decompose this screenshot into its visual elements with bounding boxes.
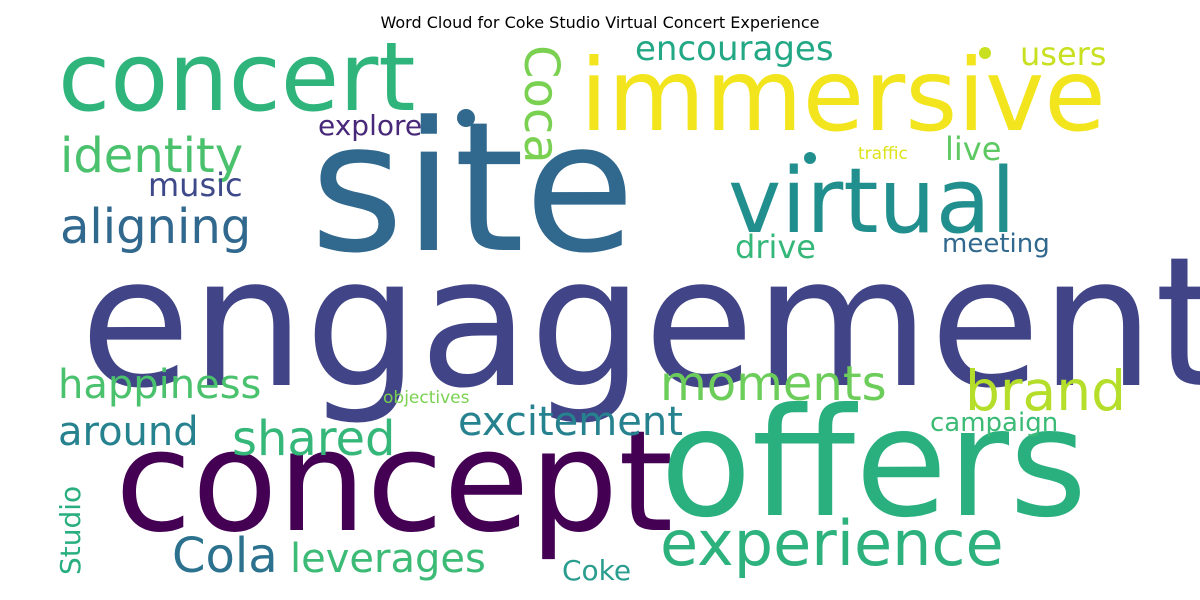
word-live: live [945,130,1001,168]
word-meeting: meeting [942,229,1050,259]
word-virtual: virtual [728,149,1016,254]
word-brand: brand [965,359,1126,423]
word-cloud: engagement site concept offers immersive… [54,23,1200,587]
word-aligning: aligning [60,199,251,255]
dot-glyph [804,152,816,164]
word-coke: Coke [562,554,631,587]
word-drive: drive [735,228,816,266]
word-engagement: engagement [80,219,1200,428]
dot-glyph [979,47,991,59]
word-moments: moments [660,356,887,412]
word-explore: explore [318,109,422,142]
word-around: around [58,409,199,455]
word-concept: concept [115,401,673,564]
word-campaign: campaign [930,408,1058,438]
word-encourages: encourages [635,29,834,69]
word-music: music [148,166,243,204]
word-immersive: immersive [580,37,1106,154]
word-cola: Cola [172,528,278,584]
word-users: users [1020,35,1106,73]
word-leverages: leverages [290,536,486,582]
word-coca: Coca [513,45,569,164]
word-shared: shared [232,411,396,467]
chart-title: Word Cloud for Coke Studio Virtual Conce… [381,13,820,32]
dot-glyph [457,109,475,127]
word-traffic: traffic [858,144,908,164]
word-offers: offers [660,377,1087,551]
word-experience: experience [660,507,1004,580]
word-objectives: objectives [383,388,470,408]
word-happiness: happiness [58,362,261,408]
word-concert: concert [58,23,416,133]
word-excitement: excitement [458,399,683,445]
word-studio: Studio [54,486,87,575]
word-identity: identity [60,128,243,184]
